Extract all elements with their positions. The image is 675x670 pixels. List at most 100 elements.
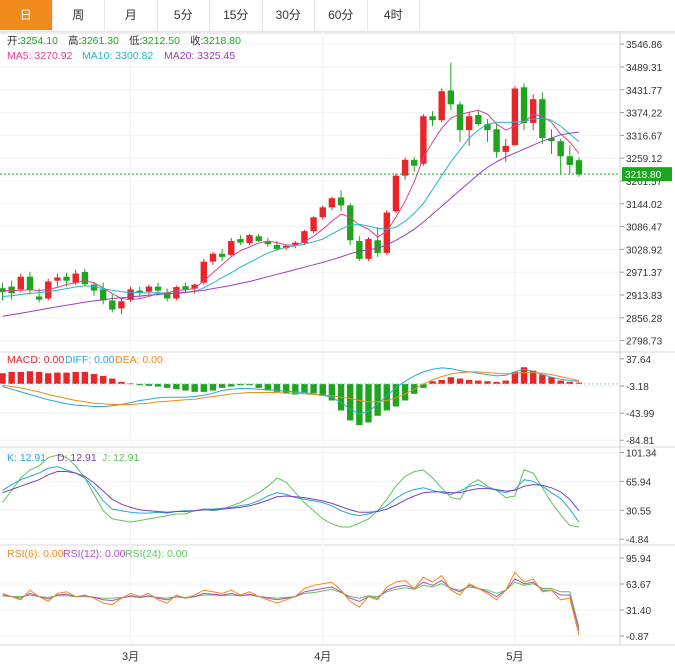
candle-down [520, 87, 528, 123]
candle-down [493, 129, 500, 152]
y-tick-label: -4.84 [626, 535, 649, 546]
j-line [2, 454, 580, 528]
month-label: 4月 [314, 651, 331, 663]
candle-down [35, 296, 43, 300]
y-tick-label: 2971.37 [626, 268, 663, 279]
tab-period[interactable]: 60分 [315, 0, 368, 30]
y-tick-label: -0.87 [626, 632, 649, 643]
candle-up [319, 207, 326, 218]
close-value: 3218.80 [203, 35, 241, 47]
candle-down [255, 236, 262, 242]
macd-bar-up [557, 380, 564, 384]
candle-down [8, 286, 15, 294]
macd-bar-up [447, 377, 455, 384]
candle-up [45, 281, 52, 299]
k-line [2, 466, 580, 523]
macd-bar-up [127, 383, 134, 385]
candle-down [557, 141, 564, 157]
tab-period[interactable]: 5分 [158, 0, 210, 30]
candle-down [164, 292, 171, 299]
candle-down [456, 104, 464, 131]
rsi6-legend: RSI(6): 0.00 [7, 548, 64, 560]
candle-up [209, 253, 217, 262]
macd-bar-up [566, 381, 573, 384]
macd-bar-down [209, 383, 217, 391]
d-legend: D: 12.91 [57, 452, 97, 464]
y-tick-label: -84.81 [626, 436, 655, 447]
tab-period[interactable]: 4时 [368, 0, 420, 30]
y-tick-label: 37.64 [626, 355, 651, 366]
y-tick-label: -3.18 [626, 382, 649, 393]
ma20-legend: MA20: 3325.45 [164, 50, 235, 62]
candle-down [218, 253, 226, 257]
macd-bar-up [465, 379, 473, 384]
rsi24-line [2, 581, 580, 628]
macd-bar-down [237, 383, 244, 386]
macd-bar-down [200, 383, 207, 392]
macd-bar-up [90, 373, 98, 384]
candle-down [81, 271, 89, 285]
tab-period[interactable]: 日 [0, 0, 53, 30]
candle-down [374, 240, 381, 253]
y-tick-label: 3028.92 [626, 245, 663, 256]
macd-bar-up [35, 371, 43, 384]
y-tick-label: 31.40 [626, 606, 651, 617]
macd-bar-up [438, 379, 445, 384]
macd-bar-down [273, 383, 281, 392]
candle-up [310, 217, 317, 232]
candle-up [502, 145, 509, 152]
candle-up [246, 235, 253, 244]
tab-period[interactable]: 月 [105, 0, 158, 30]
macd-bar-down [365, 383, 372, 423]
macd-bar-down [319, 383, 326, 396]
macd-bar-down [246, 383, 253, 386]
macd-bar-up [0, 373, 6, 384]
candle-down [264, 241, 272, 245]
macd-bar-up [109, 378, 116, 384]
y-tick-label: 63.67 [626, 580, 651, 591]
y-tick-label: 3374.22 [626, 109, 663, 120]
macd-bar-down [392, 383, 400, 407]
tab-period[interactable]: 15分 [210, 0, 263, 30]
open-label: 开: [7, 35, 20, 47]
high-label: 高: [68, 34, 81, 47]
low-value: 3212.50 [142, 35, 180, 47]
candle-down [411, 159, 418, 166]
macd-bar-up [26, 371, 34, 384]
y-tick-label: 3144.02 [626, 200, 663, 211]
macd-bar-up [72, 371, 79, 384]
macd-bar-down [154, 383, 162, 387]
last-price-tag [622, 167, 672, 182]
tab-period[interactable]: 30分 [263, 0, 315, 30]
period-tabs: 日周月 5分 15分 30分 60分 4时 [0, 0, 675, 32]
macd-bar-up [17, 371, 24, 384]
rsi12-legend: RSI(12): 0.00 [63, 548, 126, 560]
candle-up [145, 286, 153, 292]
candle-up [383, 212, 390, 253]
y-tick-label: 65.94 [626, 477, 651, 488]
macd-bar-down [228, 383, 235, 387]
tab-period[interactable]: 周 [53, 0, 105, 30]
candle-up [228, 241, 235, 255]
candle-down [273, 245, 281, 249]
candle-down [90, 284, 98, 291]
candle-up [420, 116, 427, 164]
candle-down [447, 90, 455, 105]
candle-down [26, 276, 34, 291]
last-price-value: 3218.80 [625, 170, 662, 181]
macd-bar-down [191, 383, 198, 392]
j-legend: J: 12.91 [102, 452, 140, 464]
candle-up [200, 261, 207, 283]
macd-bar-up [502, 380, 509, 384]
candle-down [548, 138, 555, 142]
macd-legend: MACD: 0.00 [7, 354, 64, 366]
candle-up [511, 88, 519, 146]
candle-up [465, 116, 473, 131]
open-value: 3254.10 [20, 35, 58, 47]
macd-bar-up [493, 381, 500, 384]
y-tick-label: 2856.28 [626, 314, 663, 325]
rsi12-line [2, 578, 580, 631]
candle-down [109, 300, 116, 310]
macd-bar-up [539, 374, 546, 384]
macd-bar-up [99, 375, 107, 384]
